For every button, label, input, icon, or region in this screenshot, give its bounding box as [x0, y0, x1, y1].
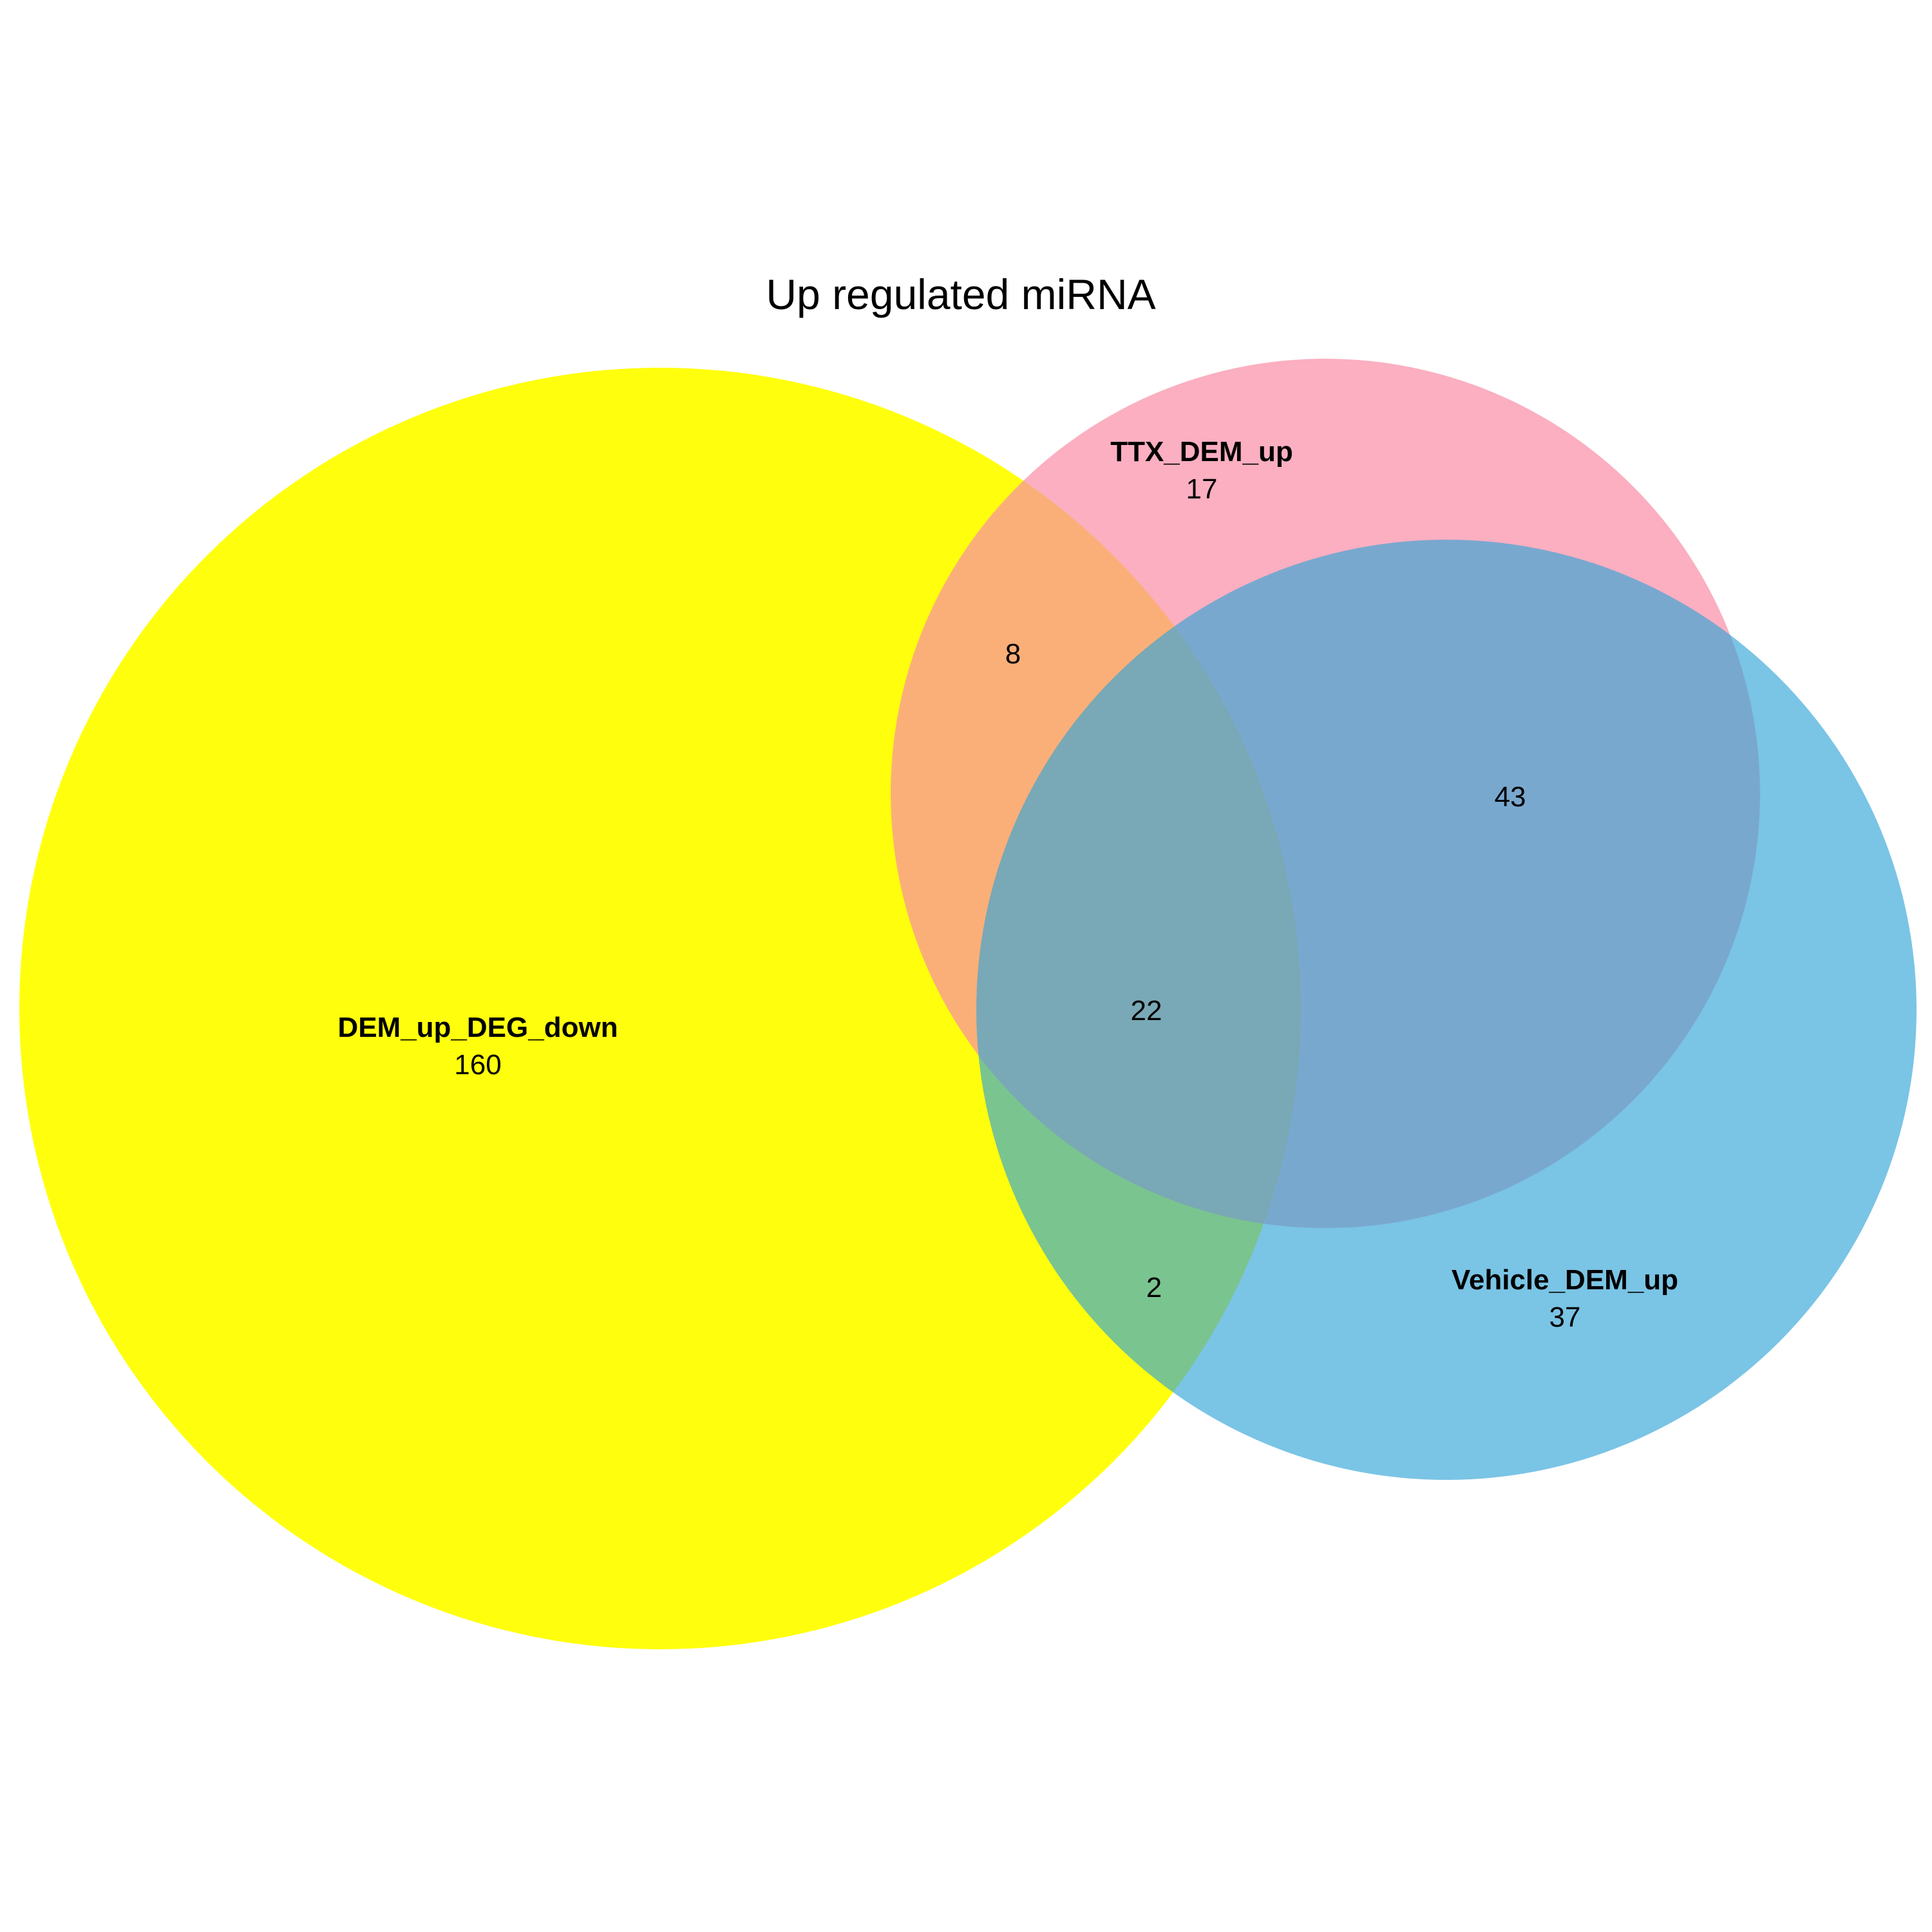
- set-label-dem-up-deg-down: DEM_up_DEG_down: [337, 1012, 618, 1043]
- set-label-vehicle-dem-up: Vehicle_DEM_up: [1452, 1264, 1678, 1296]
- set-labels: DEM_up_DEG_down 160 TTX_DEM_up 17 Vehicl…: [337, 436, 1678, 1333]
- count-all-three: 22: [1131, 995, 1162, 1027]
- count-vehicle-only: 37: [1549, 1302, 1581, 1333]
- count-dem-vehicle: 2: [1146, 1272, 1162, 1303]
- set-label-ttx-dem-up: TTX_DEM_up: [1110, 436, 1293, 468]
- venn-circles: [19, 359, 1917, 1649]
- count-ttx-vehicle: 43: [1495, 781, 1526, 813]
- count-dem-ttx: 8: [1005, 638, 1021, 670]
- count-dem-only: 160: [454, 1049, 501, 1081]
- diagram-title: Up regulated miRNA: [766, 270, 1155, 318]
- vehicle-dem-up-circle: [976, 540, 1917, 1480]
- intersection-counts: 8 43 22 2: [1005, 638, 1526, 1303]
- count-ttx-only: 17: [1186, 473, 1218, 505]
